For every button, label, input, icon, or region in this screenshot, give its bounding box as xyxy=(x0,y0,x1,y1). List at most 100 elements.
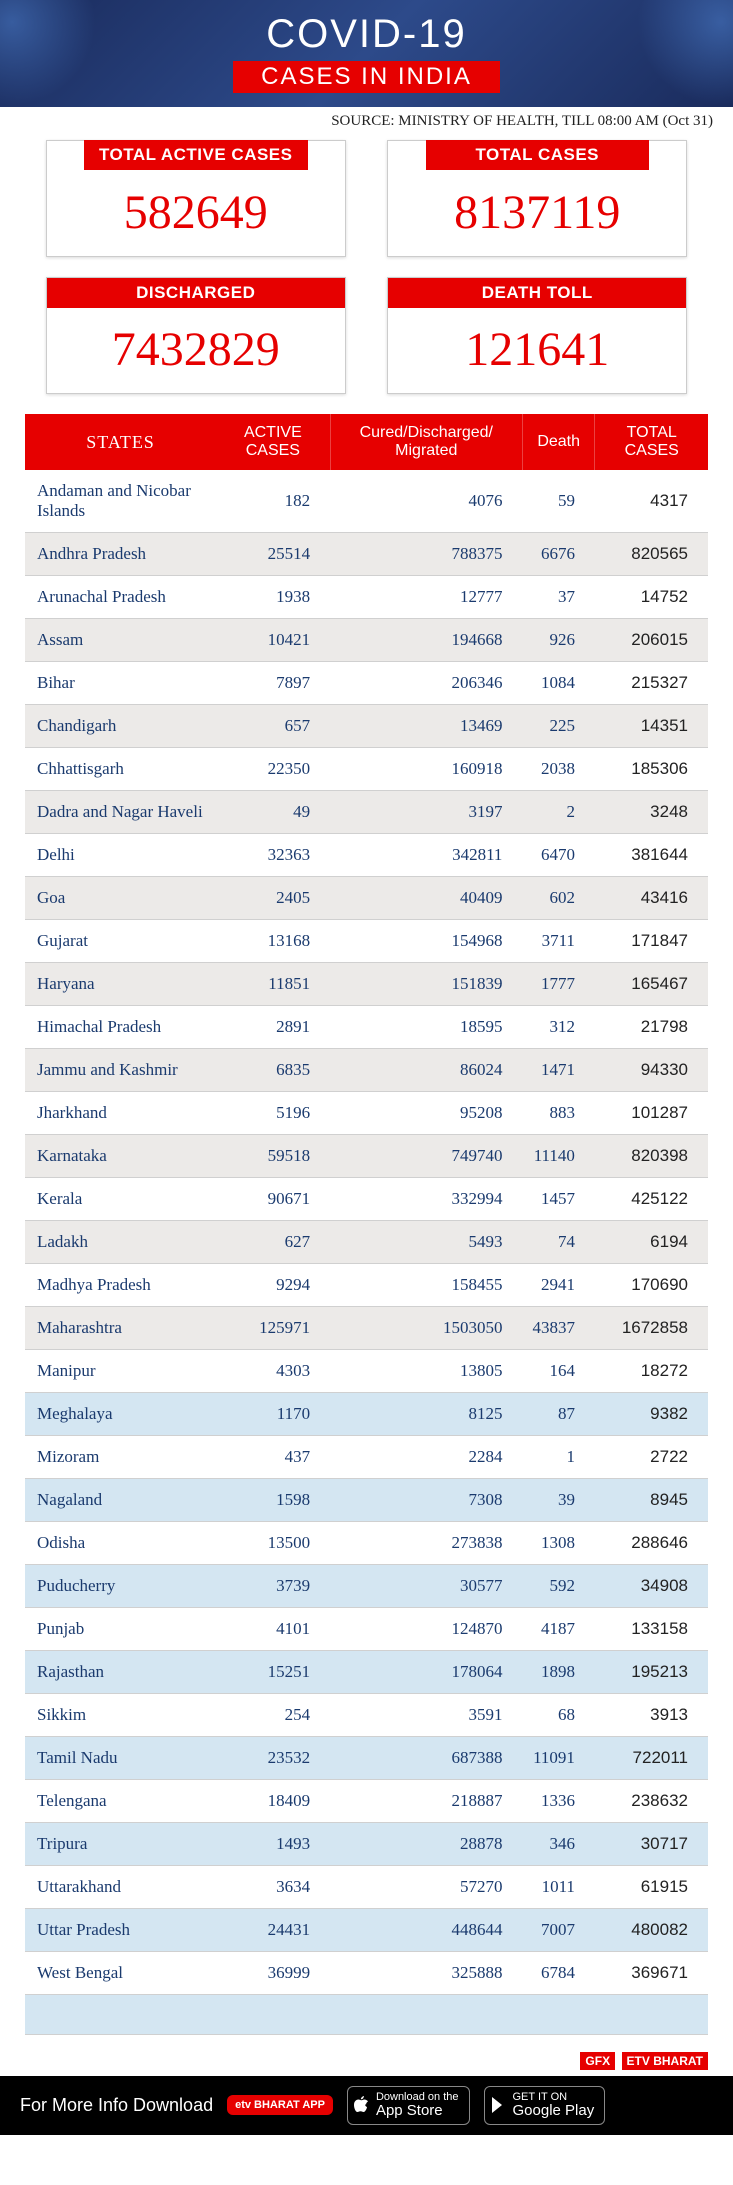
table-cell: Andhra Pradesh xyxy=(25,533,216,576)
table-cell: 8125 xyxy=(330,1393,522,1436)
table-cell: Chhattisgarh xyxy=(25,748,216,791)
table-row: Telengana184092188871336238632 xyxy=(25,1780,708,1823)
table-row: Andaman and Nicobar Islands1824076594317 xyxy=(25,470,708,533)
stat-value: 7432829 xyxy=(47,308,345,393)
table-cell: 9294 xyxy=(216,1264,330,1307)
table-cell: 3248 xyxy=(595,791,708,834)
table-cell: Chandigarh xyxy=(25,705,216,748)
table-cell: 381644 xyxy=(595,834,708,877)
table-row: Puducherry37393057759234908 xyxy=(25,1565,708,1608)
playstore-button[interactable]: GET IT ON Google Play xyxy=(484,2086,606,2125)
table-cell: 820398 xyxy=(595,1135,708,1178)
table-cell: Nagaland xyxy=(25,1479,216,1522)
stat-value: 121641 xyxy=(388,308,686,393)
table-cell: 13469 xyxy=(330,705,522,748)
table-row: Karnataka5951874974011140820398 xyxy=(25,1135,708,1178)
header-banner: COVID-19 CASES IN INDIA xyxy=(0,0,733,107)
table-cell: 185306 xyxy=(595,748,708,791)
apple-icon xyxy=(354,2096,370,2114)
gfx-brand: ETV BHARAT xyxy=(622,2052,708,2070)
table-cell: 2 xyxy=(522,791,595,834)
table-cell: 30717 xyxy=(595,1823,708,1866)
table-cell: 1084 xyxy=(522,662,595,705)
table-cell: 5493 xyxy=(330,1221,522,1264)
table-cell: 749740 xyxy=(330,1135,522,1178)
table-cell: 1011 xyxy=(522,1866,595,1909)
table-row: Rajasthan152511780641898195213 xyxy=(25,1651,708,1694)
table-cell: 926 xyxy=(522,619,595,662)
appstore-button[interactable]: Download on the App Store xyxy=(347,2086,470,2125)
table-cell: 883 xyxy=(522,1092,595,1135)
table-cell: 7007 xyxy=(522,1909,595,1952)
table-cell: Tripura xyxy=(25,1823,216,1866)
table-cell: 24431 xyxy=(216,1909,330,1952)
table-cell: 437 xyxy=(216,1436,330,1479)
table-row: Tripura14932887834630717 xyxy=(25,1823,708,1866)
table-cell: 273838 xyxy=(330,1522,522,1565)
table-cell: 3913 xyxy=(595,1694,708,1737)
table-cell xyxy=(216,1995,330,2035)
table-cell: 11091 xyxy=(522,1737,595,1780)
table-cell: 14752 xyxy=(595,576,708,619)
table-row: Punjab41011248704187133158 xyxy=(25,1608,708,1651)
table-cell: Maharashtra xyxy=(25,1307,216,1350)
table-cell: 170690 xyxy=(595,1264,708,1307)
table-cell: 32363 xyxy=(216,834,330,877)
app-badge[interactable]: etv BHARAT APP xyxy=(227,2095,333,2115)
table-cell: 30577 xyxy=(330,1565,522,1608)
table-cell: 1898 xyxy=(522,1651,595,1694)
table-cell: 425122 xyxy=(595,1178,708,1221)
table-cell: 13168 xyxy=(216,920,330,963)
table-cell: 18272 xyxy=(595,1350,708,1393)
table-row: Manipur43031380516418272 xyxy=(25,1350,708,1393)
table-cell: Bihar xyxy=(25,662,216,705)
table-cell: 165467 xyxy=(595,963,708,1006)
table-row: Kerala906713329941457425122 xyxy=(25,1178,708,1221)
table-cell: 254 xyxy=(216,1694,330,1737)
table-cell: Rajasthan xyxy=(25,1651,216,1694)
table-cell: 95208 xyxy=(330,1092,522,1135)
table-cell: 94330 xyxy=(595,1049,708,1092)
playstore-big: Google Play xyxy=(513,2103,595,2120)
table-cell: Sikkim xyxy=(25,1694,216,1737)
table-cell: 1777 xyxy=(522,963,595,1006)
table-row: Tamil Nadu2353268738811091722011 xyxy=(25,1737,708,1780)
stat-value: 8137119 xyxy=(388,171,686,256)
table-cell: 6784 xyxy=(522,1952,595,1995)
table-cell: 36999 xyxy=(216,1952,330,1995)
table-cell: 1493 xyxy=(216,1823,330,1866)
table-cell: 8945 xyxy=(595,1479,708,1522)
stat-death-toll: DEATH TOLL 121641 xyxy=(387,277,687,394)
table-cell: 171847 xyxy=(595,920,708,963)
table-cell: 722011 xyxy=(595,1737,708,1780)
table-row: Delhi323633428116470381644 xyxy=(25,834,708,877)
table-cell: 206015 xyxy=(595,619,708,662)
table-row: Madhya Pradesh92941584552941170690 xyxy=(25,1264,708,1307)
table-cell: 820565 xyxy=(595,533,708,576)
table-cell: Dadra and Nagar Haveli xyxy=(25,791,216,834)
table-cell: Puducherry xyxy=(25,1565,216,1608)
table-cell: 15251 xyxy=(216,1651,330,1694)
col-cured: Cured/Discharged/ Migrated xyxy=(330,414,522,470)
table-cell: Manipur xyxy=(25,1350,216,1393)
table-cell: 602 xyxy=(522,877,595,920)
footer-text: For More Info Download xyxy=(20,2095,213,2116)
table-cell: 28878 xyxy=(330,1823,522,1866)
table-cell: 6835 xyxy=(216,1049,330,1092)
table-cell: 57270 xyxy=(330,1866,522,1909)
table-cell: 238632 xyxy=(595,1780,708,1823)
table-cell: 225 xyxy=(522,705,595,748)
table-cell: Tamil Nadu xyxy=(25,1737,216,1780)
table-cell: Meghalaya xyxy=(25,1393,216,1436)
table-cell: 346 xyxy=(522,1823,595,1866)
table-row: Andhra Pradesh255147883756676820565 xyxy=(25,533,708,576)
table-cell: 182 xyxy=(216,470,330,533)
table-cell: 43416 xyxy=(595,877,708,920)
table-cell: 22350 xyxy=(216,748,330,791)
table-cell: 4187 xyxy=(522,1608,595,1651)
table-cell: 90671 xyxy=(216,1178,330,1221)
page-title: COVID-19 xyxy=(0,12,733,57)
table-cell: 448644 xyxy=(330,1909,522,1952)
table-cell: 3711 xyxy=(522,920,595,963)
table-cell: 164 xyxy=(522,1350,595,1393)
